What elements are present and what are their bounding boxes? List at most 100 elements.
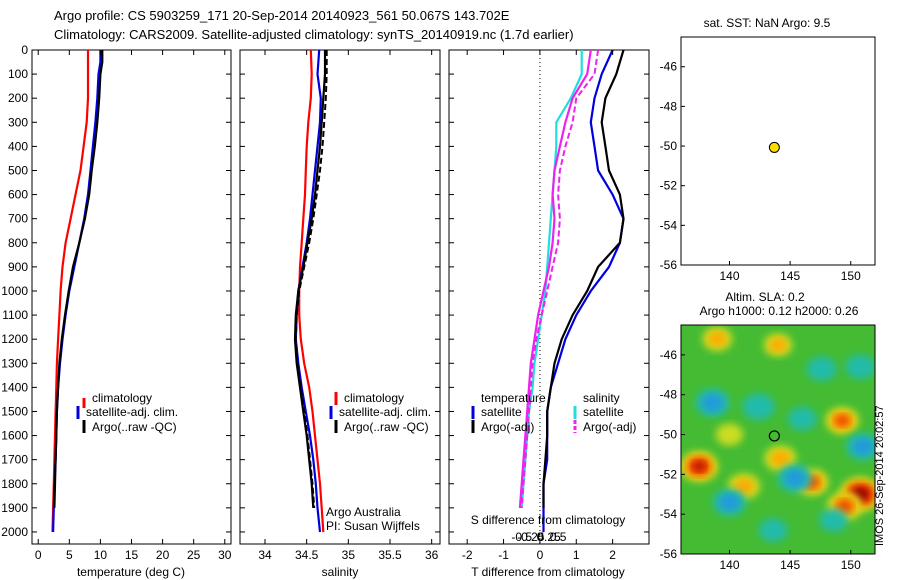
sla-map-panel: Altim. SLA: 0.2 Argo h1000: 0.12 h2000: … — [660, 290, 876, 572]
s-difference-tick-label: 0.25 — [537, 530, 561, 544]
t-difference-axis-label: T difference from climatology — [471, 565, 625, 579]
depth-tick-label: 0 — [21, 43, 28, 57]
legend-label-argo: Argo(..raw -QC) — [92, 420, 177, 434]
map-x-tick-label: 140 — [719, 269, 739, 283]
depth-tick-label: 1300 — [1, 356, 28, 370]
figure-title-line1: Argo profile: CS 5903259_171 20-Sep-2014… — [54, 8, 510, 23]
map-y-tick-label: -48 — [660, 99, 678, 113]
map-y-tick-label: -56 — [660, 258, 678, 272]
x-tick-label: -2 — [462, 548, 473, 562]
map-y-tick-label: -46 — [660, 348, 678, 362]
x-tick-label: 34 — [258, 548, 272, 562]
x-tick-label: 0 — [537, 548, 544, 562]
depth-tick-label: 1800 — [1, 477, 28, 491]
legend-label-satellite: satellite-adj. clim. — [86, 405, 178, 419]
float-position-marker — [768, 430, 780, 442]
map-x-tick-label: 150 — [841, 269, 861, 283]
x-tick-label: 0 — [35, 548, 42, 562]
map-y-tick-label: -52 — [660, 467, 678, 481]
sla-heatmap-field — [681, 326, 875, 542]
depth-tick-label: 800 — [8, 236, 28, 250]
depth-tick-label: 1000 — [1, 284, 28, 298]
sla-map-title-line1: Altim. SLA: 0.2 — [725, 290, 805, 304]
depth-tick-label: 600 — [8, 188, 28, 202]
depth-tick-label: 1700 — [1, 453, 28, 467]
temperature-legend: climatology satellite-adj. clim. Argo(..… — [76, 391, 178, 434]
credit-line2: PI: Susan Wijffels — [326, 519, 420, 533]
depth-tick-label: 2000 — [1, 525, 28, 539]
depth-tick-label: 100 — [8, 67, 28, 81]
depth-tick-label: 1600 — [1, 429, 28, 443]
s-difference-axis-label: S difference from climatology — [471, 513, 626, 527]
sla-anomaly-contour — [784, 469, 806, 487]
sla-map-frame — [680, 324, 876, 555]
map-y-tick-label: -54 — [660, 218, 678, 232]
sla-anomaly-contour — [852, 438, 874, 455]
difference-panel-frame — [448, 49, 650, 545]
depth-tick-label: 400 — [8, 139, 28, 153]
x-tick-label: 35 — [342, 548, 356, 562]
sla-anomaly-contour — [708, 331, 727, 347]
salinity-x-axis-label: salinity — [322, 565, 359, 579]
legend-label-climatology: climatology — [92, 391, 152, 405]
map-y-tick-label: -54 — [660, 507, 678, 521]
difference-legend: temperature salinity satellite Argo(-adj… — [471, 391, 636, 434]
legend-label-t-argo: Argo(-adj) — [481, 420, 534, 434]
difference-panel: -2 -1 0 1 2 temperature salinity satellite A… — [448, 49, 650, 579]
depth-tick-label: 1900 — [1, 501, 28, 515]
map-y-tick-label: -56 — [660, 547, 678, 561]
series-line-t-argo-adj- — [542, 49, 625, 508]
depth-tick-label: 700 — [8, 212, 28, 226]
s-difference-tick-label: 0.5 — [550, 530, 567, 544]
timestamp-stamp: IMOS 26-Sep-2014 20:02:57 — [874, 405, 886, 546]
depth-tick-label: 1500 — [1, 404, 28, 418]
legend-label-s-satellite: satellite — [583, 405, 624, 419]
legend-label-argo: Argo(..raw -QC) — [344, 420, 429, 434]
x-tick-label: 10 — [94, 548, 108, 562]
x-tick-label: 35.5 — [378, 548, 402, 562]
map-x-tick-label: 145 — [780, 558, 800, 572]
sla-anomaly-contour — [719, 493, 740, 511]
s-difference-tick-label: 0 — [537, 530, 544, 544]
x-tick-label: 5 — [66, 548, 73, 562]
series-line-s-argo-adj- — [520, 49, 600, 508]
x-tick-label: -1 — [498, 548, 509, 562]
s-difference-tick-label: -0.25 — [517, 530, 545, 544]
map-y-tick-label: -48 — [660, 388, 678, 402]
map-y-tick-label: -50 — [660, 139, 678, 153]
x-tick-label: 2 — [609, 548, 616, 562]
x-tick-label: 36 — [425, 548, 439, 562]
sla-anomaly-contour — [806, 356, 837, 381]
legend-heading-salinity: salinity — [583, 391, 620, 405]
map-y-tick-label: -52 — [660, 179, 678, 193]
map-x-tick-label: 140 — [719, 558, 739, 572]
sla-anomaly-contour — [834, 414, 850, 427]
credit-line1: Argo Australia — [326, 505, 401, 519]
legend-label-s-argo: Argo(-adj) — [583, 420, 636, 434]
map-x-tick-label: 150 — [841, 558, 861, 572]
x-tick-label: 34.5 — [295, 548, 319, 562]
depth-tick-label: 1100 — [2, 308, 28, 322]
sst-map-title: sat. SST: NaN Argo: 9.5 — [704, 16, 831, 30]
s-difference-tick-label: -0.5 — [511, 530, 532, 544]
figure-title-line2: Climatology: CARS2009. Satellite-adjuste… — [54, 27, 574, 42]
series-line-argo-adj- — [294, 50, 328, 508]
salinity-panel-frame — [239, 49, 441, 545]
temperature-x-axis-label: temperature (deg C) — [77, 565, 185, 579]
depth-tick-label: 900 — [8, 260, 28, 274]
sst-map-panel: sat. SST: NaN Argo: 9.5 140 145 150 -46 -48 -… — [660, 16, 876, 283]
sla-map-title-line2: Argo h1000: 0.12 h2000: 0.26 — [700, 304, 859, 318]
legend-label-t-satellite: satellite — [481, 405, 522, 419]
depth-tick-label: 500 — [8, 163, 28, 177]
sla-anomaly-contour — [845, 354, 875, 379]
sla-anomaly-contour — [758, 518, 788, 542]
x-tick-label: 30 — [218, 548, 232, 562]
sla-anomaly-contour — [715, 423, 744, 446]
map-y-tick-label: -46 — [660, 60, 678, 74]
x-tick-label: 15 — [125, 548, 139, 562]
series-line-argo-raw-qc- — [53, 50, 104, 508]
sla-anomaly-contour — [836, 499, 853, 513]
salinity-panel: 34 34.5 35 35.5 36 climatology satellite-adj… — [239, 49, 441, 579]
sla-anomaly-contour — [770, 450, 791, 467]
